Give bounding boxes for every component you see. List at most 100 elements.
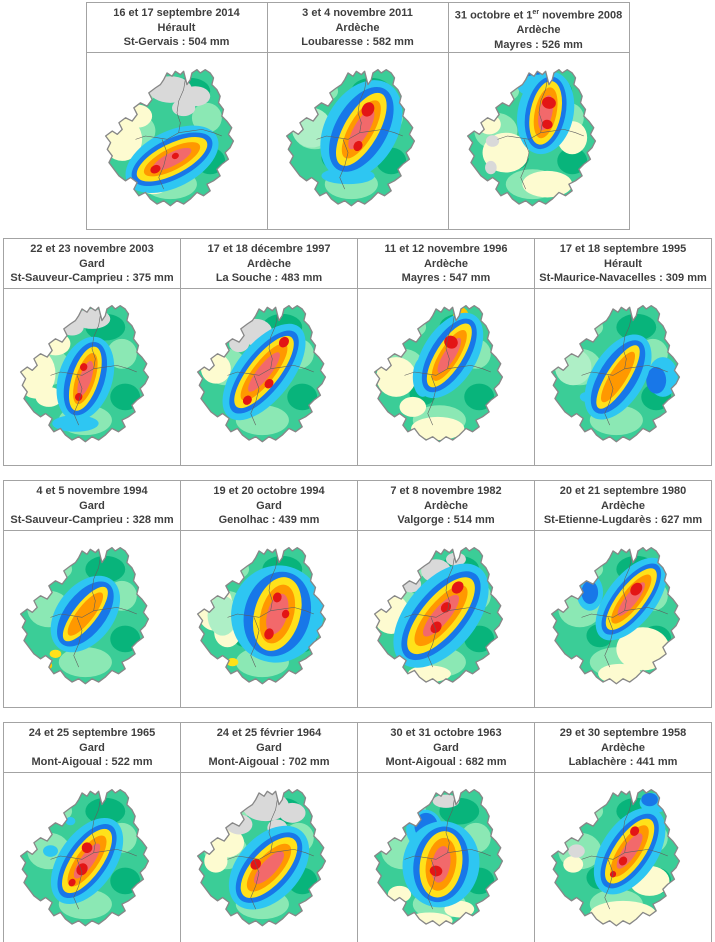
events-table-1: 16 et 17 septembre 2014 Hérault St-Gervais… — [85, 2, 630, 230]
event-header: 31 octobre et 1er novembre 2008 Ardèche Ma… — [448, 3, 629, 53]
event-cell: 20 et 21 septembre 1980 Ardèche St-Etienne… — [535, 481, 711, 707]
map-panel — [535, 773, 711, 942]
event-header: 17 et 18 décembre 1997 Ardèche La Souche :… — [181, 239, 357, 289]
map-panel — [181, 289, 357, 465]
events-row-4: 24 et 25 septembre 1965 Gard Mont-Aigoual … — [0, 722, 715, 942]
event-date: 24 et 25 septembre 1965 — [28, 727, 156, 739]
events-table-2: 22 et 23 novembre 2003 Gard St-Sauveur-Cam… — [3, 238, 712, 466]
event-record: Mont-Aigoual : 522 mm — [31, 756, 153, 768]
event-record: St-Etienne-Lugdarès : 627 mm — [543, 514, 703, 526]
map-panel — [358, 531, 534, 707]
events-table-3: 4 et 5 novembre 1994 Gard St-Sauveur-Campr… — [3, 480, 712, 708]
event-header: 24 et 25 septembre 1965 Gard Mont-Aigoual … — [4, 723, 180, 773]
event-date-superscript: er — [532, 9, 540, 16]
event-cell: 17 et 18 septembre 1995 Hérault St-Maurice… — [535, 239, 711, 465]
event-date: 3 et 4 novembre 2011 — [302, 7, 413, 19]
event-region: Gard — [256, 499, 282, 512]
event-record: Mont-Aigoual : 682 mm — [385, 756, 507, 768]
rainfall-map — [19, 546, 150, 685]
events-table-4: 24 et 25 septembre 1965 Gard Mont-Aigoual … — [3, 722, 712, 942]
event-date: 19 et 20 octobre 1994 — [213, 485, 325, 497]
rainfall-map — [196, 788, 327, 927]
event-region: Hérault — [604, 257, 642, 270]
event-region: Ardèche — [423, 499, 469, 512]
event-cell: 7 et 8 novembre 1982 Ardèche Valgorge : 51… — [358, 481, 535, 707]
event-region: Gard — [79, 499, 105, 512]
event-date: 16 et 17 septembre 2014 — [113, 7, 240, 19]
rainfall-map — [196, 546, 327, 685]
event-header: 11 et 12 novembre 1996 Ardèche Mayres : 54… — [358, 239, 534, 289]
event-date: 4 et 5 novembre 1994 — [36, 485, 148, 497]
rainfall-map — [466, 68, 596, 207]
event-record: La Souche : 483 mm — [215, 272, 323, 284]
event-record: Valgorge : 514 mm — [397, 514, 495, 526]
event-header: 19 et 20 octobre 1994 Gard Genolhac : 439 … — [181, 481, 357, 531]
event-region: Gard — [79, 741, 105, 754]
event-record: St-Sauveur-Camprieu : 328 mm — [10, 514, 174, 526]
event-region: Gard — [433, 741, 459, 754]
event-record: St-Sauveur-Camprieu : 375 mm — [10, 272, 174, 284]
event-cell: 11 et 12 novembre 1996 Ardèche Mayres : 54… — [358, 239, 535, 465]
map-panel — [4, 531, 180, 707]
event-header: 7 et 8 novembre 1982 Ardèche Valgorge : 51… — [358, 481, 534, 531]
event-record: Lablachère : 441 mm — [568, 756, 678, 768]
event-region: Ardèche — [335, 21, 380, 34]
map-panel — [535, 531, 711, 707]
event-date-part: 31 octobre et 1 — [454, 9, 533, 22]
event-record: Mayres : 547 mm — [401, 272, 491, 284]
map-panel — [448, 53, 629, 229]
map-panel — [4, 289, 180, 465]
events-row-3: 4 et 5 novembre 1994 Gard St-Sauveur-Campr… — [0, 480, 715, 708]
event-cell: 19 et 20 octobre 1994 Gard Genolhac : 439 … — [181, 481, 358, 707]
event-cell: 17 et 18 décembre 1997 Ardèche La Souche :… — [181, 239, 358, 465]
event-cell: 29 et 30 septembre 1958 Ardèche Lablachère… — [535, 723, 711, 942]
event-region: Ardèche — [600, 499, 646, 512]
map-panel — [358, 773, 534, 942]
event-header: 29 et 30 septembre 1958 Ardèche Lablachère… — [535, 723, 711, 773]
event-record: St-Gervais : 504 mm — [123, 36, 230, 48]
event-header: 17 et 18 septembre 1995 Hérault St-Maurice… — [535, 239, 711, 289]
event-date: 17 et 18 septembre 1995 — [559, 243, 687, 255]
event-cell: 30 et 31 octobre 1963 Gard Mont-Aigoual : … — [358, 723, 535, 942]
event-cell: 4 et 5 novembre 1994 Gard St-Sauveur-Campr… — [4, 481, 181, 707]
event-date: 20 et 21 septembre 1980 — [559, 485, 687, 497]
event-region: Ardèche — [246, 257, 292, 270]
event-date: 22 et 23 novembre 2003 — [30, 243, 154, 255]
event-date-part: novembre 2008 — [539, 9, 623, 22]
rainfall-map — [373, 304, 504, 443]
rainfall-map — [19, 788, 150, 927]
event-header: 20 et 21 septembre 1980 Ardèche St-Etienne… — [535, 481, 711, 531]
event-cell: 24 et 25 septembre 1965 Gard Mont-Aigoual … — [4, 723, 181, 942]
map-panel — [267, 53, 448, 229]
map-panel — [181, 531, 357, 707]
events-row-1: 16 et 17 septembre 2014 Hérault St-Gervais… — [0, 0, 715, 230]
event-region: Ardèche — [423, 257, 469, 270]
rainfall-map — [373, 788, 504, 927]
rainfall-map — [19, 304, 150, 443]
event-date: 17 et 18 décembre 1997 — [207, 243, 331, 255]
event-header: 22 et 23 novembre 2003 Gard St-Sauveur-Cam… — [4, 239, 180, 289]
map-panel — [181, 773, 357, 942]
event-cell: 3 et 4 novembre 2011 Ardèche Loubaresse : … — [267, 3, 449, 229]
event-date: 30 et 31 octobre 1963 — [390, 727, 502, 739]
event-record: Genolhac : 439 mm — [218, 514, 320, 526]
event-record: St-Maurice-Navacelles : 309 mm — [539, 272, 707, 284]
event-region: Gard — [256, 741, 282, 754]
event-date: 31 octobre et 1er novembre 2008 — [449, 6, 629, 23]
rainfall-map — [104, 68, 234, 207]
event-region: Ardèche — [516, 24, 561, 37]
event-record: Mayres : 526 mm — [494, 38, 583, 51]
event-region: Hérault — [157, 21, 196, 34]
event-cell: 24 et 25 février 1964 Gard Mont-Aigoual : … — [181, 723, 358, 942]
event-date: 29 et 30 septembre 1958 — [559, 727, 687, 739]
map-panel — [358, 289, 534, 465]
event-header: 24 et 25 février 1964 Gard Mont-Aigoual : … — [181, 723, 357, 773]
event-record: Mont-Aigoual : 702 mm — [208, 756, 330, 768]
map-panel — [86, 53, 267, 229]
rainfall-map — [550, 788, 681, 927]
rainfall-map — [285, 68, 415, 207]
rainfall-map — [373, 546, 504, 685]
event-header: 3 et 4 novembre 2011 Ardèche Loubaresse : … — [267, 3, 448, 53]
event-region: Ardèche — [600, 741, 646, 754]
